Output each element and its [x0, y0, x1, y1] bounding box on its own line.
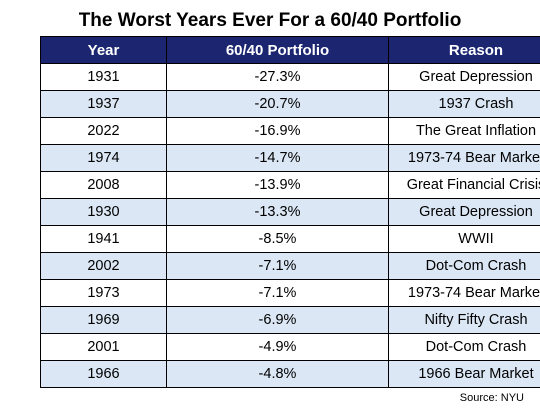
reason-cell: Great Depression [388, 198, 540, 226]
reason-cell: Dot-Com Crash [388, 252, 540, 280]
reason-cell: Dot-Com Crash [388, 333, 540, 361]
year-cell: 2002 [40, 252, 167, 280]
year-cell: 1966 [40, 360, 167, 388]
reason-cell: Nifty Fifty Crash [388, 306, 540, 334]
source-note: Source: NYU [459, 392, 524, 404]
return-cell: -27.3% [166, 63, 389, 91]
reason-cell: 1973-74 Bear Market [388, 279, 540, 307]
reason-cell: 1973-74 Bear Market [388, 144, 540, 172]
table-row: 1969 -6.9% Nifty Fifty Crash [40, 306, 540, 334]
year-cell: 1930 [40, 198, 167, 226]
table-row: 2002 -7.1% Dot-Com Crash [40, 252, 540, 280]
return-cell: -4.9% [166, 333, 389, 361]
table-row: 1941 -8.5% WWII [40, 225, 540, 253]
year-cell: 1931 [40, 63, 167, 91]
header-reason: Reason [388, 36, 540, 64]
year-cell: 2022 [40, 117, 167, 145]
header-portfolio-return: 60/40 Portfolio [166, 36, 389, 64]
table-row: 1974 -14.7% 1973-74 Bear Market [40, 144, 540, 172]
year-cell: 1941 [40, 225, 167, 253]
header-row: Year 60/40 Portfolio Reason [40, 36, 540, 64]
return-cell: -14.7% [166, 144, 389, 172]
table-body: 1931 -27.3% Great Depression 1937 -20.7%… [40, 63, 540, 388]
table-title: The Worst Years Ever For a 60/40 Portfol… [78, 10, 462, 31]
year-cell: 1969 [40, 306, 167, 334]
year-cell: 1937 [40, 90, 167, 118]
reason-cell: 1966 Bear Market [388, 360, 540, 388]
return-cell: -20.7% [166, 90, 389, 118]
header-year: Year [40, 36, 167, 64]
table-row: 1973 -7.1% 1973-74 Bear Market [40, 279, 540, 307]
year-cell: 2001 [40, 333, 167, 361]
table-row: 1966 -4.8% 1966 Bear Market [40, 360, 540, 388]
return-cell: -4.8% [166, 360, 389, 388]
return-cell: -8.5% [166, 225, 389, 253]
table-row: 1931 -27.3% Great Depression [40, 63, 540, 91]
table-row: 1930 -13.3% Great Depression [40, 198, 540, 226]
return-cell: -7.1% [166, 279, 389, 307]
reason-cell: Great Financial Crisis [388, 171, 540, 199]
reason-cell: WWII [388, 225, 540, 253]
year-cell: 1974 [40, 144, 167, 172]
reason-cell: Great Depression [388, 63, 540, 91]
return-cell: -6.9% [166, 306, 389, 334]
return-cell: -16.9% [166, 117, 389, 145]
return-cell: -13.9% [166, 171, 389, 199]
reason-cell: The Great Inflation [388, 117, 540, 145]
table-row: 2001 -4.9% Dot-Com Crash [40, 333, 540, 361]
table-row: 2008 -13.9% Great Financial Crisis [40, 171, 540, 199]
reason-cell: 1937 Crash [388, 90, 540, 118]
year-cell: 2008 [40, 171, 167, 199]
table-row: 1937 -20.7% 1937 Crash [40, 90, 540, 118]
table-header: Year 60/40 Portfolio Reason [40, 36, 540, 64]
table-row: 2022 -16.9% The Great Inflation [40, 117, 540, 145]
return-cell: -7.1% [166, 252, 389, 280]
year-cell: 1973 [40, 279, 167, 307]
worst-years-table: Year 60/40 Portfolio Reason 1931 -27.3% … [40, 36, 540, 388]
return-cell: -13.3% [166, 198, 389, 226]
